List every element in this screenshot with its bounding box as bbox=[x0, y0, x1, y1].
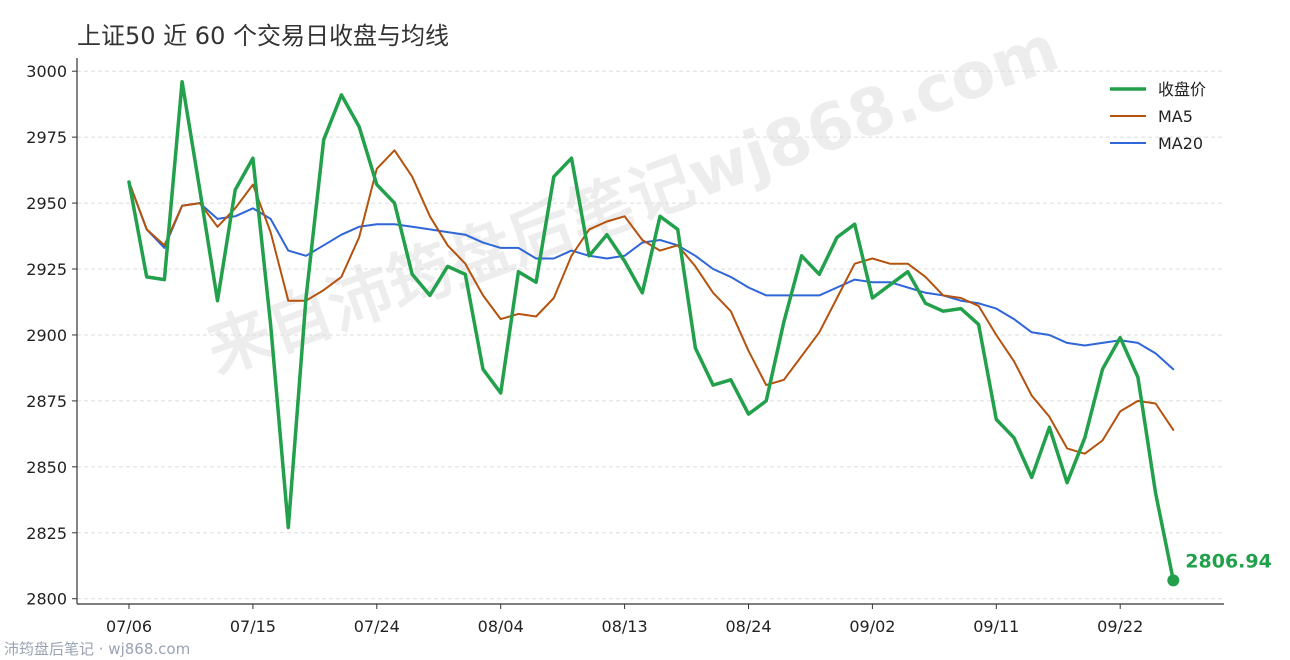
x-tick-label: 07/24 bbox=[354, 617, 400, 636]
legend: 收盘价 MA5 MA20 bbox=[1110, 80, 1206, 153]
x-ticks: 07/06 07/15 07/24 08/04 08/13 08/24 09/02 09/11… bbox=[106, 604, 1143, 636]
series-line-ma5 bbox=[128, 149, 1175, 455]
y-tick-label: 2925 bbox=[26, 260, 67, 279]
x-tick-label: 09/22 bbox=[1097, 617, 1143, 636]
series-layer: 2806.94 bbox=[127, 79, 1272, 587]
last-close-point bbox=[1167, 574, 1180, 587]
x-tick-label: 07/06 bbox=[106, 617, 152, 636]
axes-layer bbox=[76, 58, 1224, 605]
series-line-ma20 bbox=[128, 181, 1175, 371]
chart-title: 上证50 近 60 个交易日收盘与均线 bbox=[77, 22, 449, 50]
grid-layer bbox=[77, 70, 1224, 600]
x-tick-label: 08/13 bbox=[602, 617, 648, 636]
footer-credit: 沛筠盘后笔记 · wj868.com bbox=[4, 640, 190, 658]
y-tick-label: 2850 bbox=[26, 458, 67, 477]
y-ticks: 2800 2825 2850 2875 2900 2925 2950 2975 3000 bbox=[26, 62, 77, 609]
x-tick-label: 07/15 bbox=[230, 617, 276, 636]
last-close-label: 2806.94 bbox=[1185, 550, 1272, 572]
y-tick-label: 2875 bbox=[26, 392, 67, 411]
y-tick-label: 2950 bbox=[26, 194, 67, 213]
legend-label-ma5: MA5 bbox=[1158, 107, 1193, 126]
x-tick-label: 09/02 bbox=[849, 617, 895, 636]
legend-label-close: 收盘价 bbox=[1158, 80, 1206, 99]
y-tick-label: 2975 bbox=[26, 128, 67, 147]
watermark: 来自沛筠盘后笔记wj868.com bbox=[198, 12, 1069, 389]
x-tick-label: 09/11 bbox=[973, 617, 1019, 636]
x-tick-label: 08/04 bbox=[478, 617, 524, 636]
y-tick-label: 3000 bbox=[26, 62, 67, 81]
y-tick-label: 2825 bbox=[26, 524, 67, 543]
legend-label-ma20: MA20 bbox=[1158, 134, 1203, 153]
y-tick-label: 2800 bbox=[26, 590, 67, 609]
series-line-close bbox=[127, 79, 1176, 583]
y-tick-label: 2900 bbox=[26, 326, 67, 345]
x-tick-label: 08/24 bbox=[725, 617, 771, 636]
